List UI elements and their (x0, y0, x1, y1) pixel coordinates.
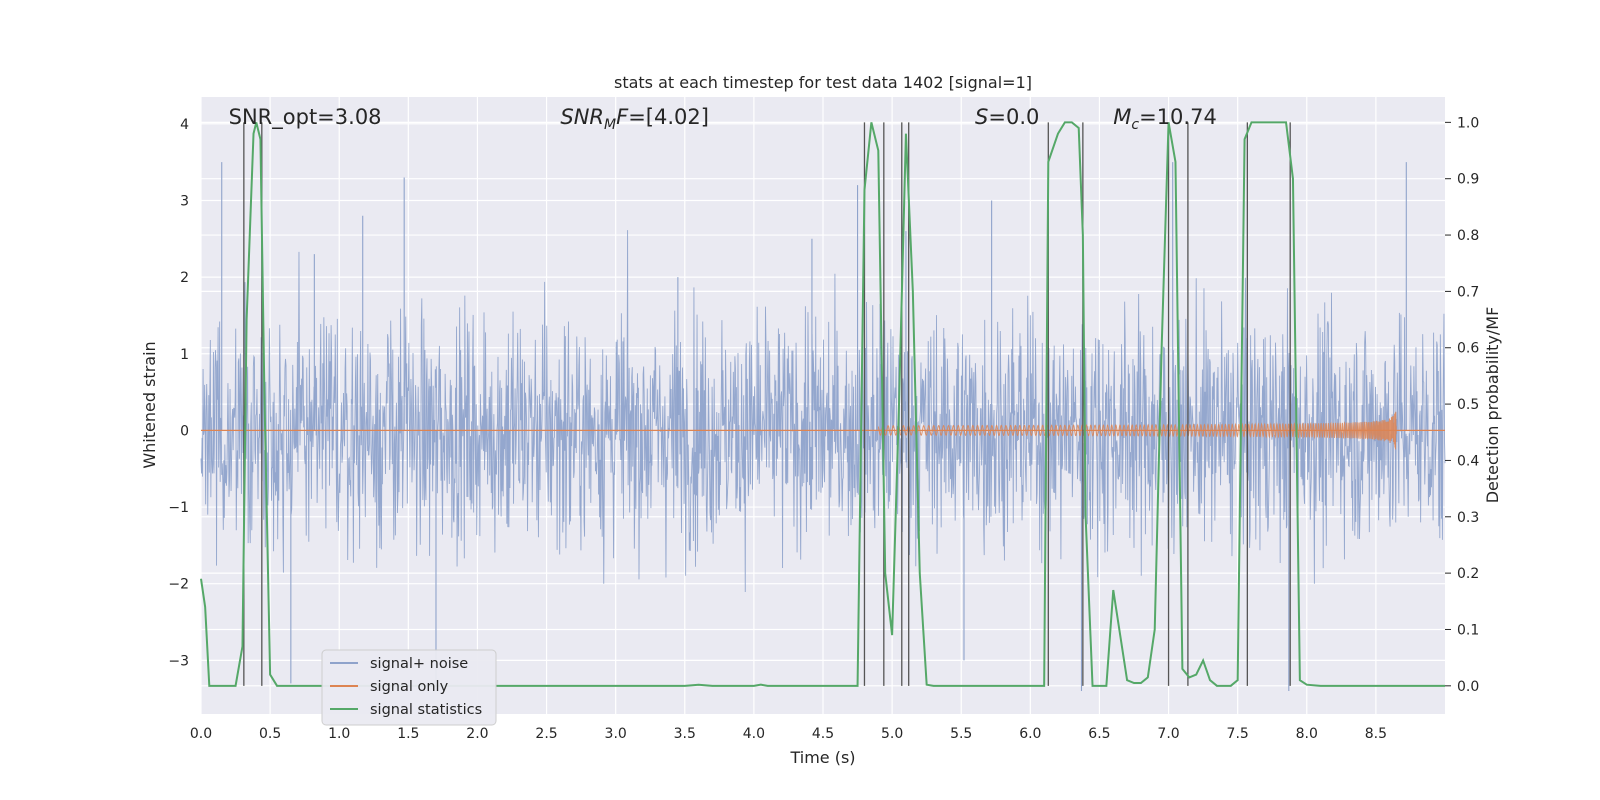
x-tick-label: 6.0 (1019, 726, 1041, 742)
x-axis-label: Time (s) (789, 748, 855, 767)
y2-tick-label: 0.4 (1457, 453, 1479, 469)
series-signal-noise (200, 162, 1446, 692)
y2-tick-label: 0.9 (1457, 172, 1479, 188)
y-tick-label: 2 (180, 270, 189, 286)
y-tick-label: 4 (180, 117, 189, 133)
statistics-line (200, 121, 1445, 687)
chart-title: stats at each timestep for test data 140… (614, 73, 1032, 92)
legend-box (321, 649, 497, 726)
legend: signal+ noise signal only signal statist… (321, 649, 497, 726)
y2-tick-label: 0.2 (1457, 566, 1479, 582)
series-signal-statistics (200, 121, 1445, 687)
y2-tick-label: 0.8 (1457, 228, 1479, 244)
y-tick-label: 1 (180, 347, 189, 363)
y2-axis-label: Detection probability/MF (1483, 307, 1502, 504)
annotations: SNR_opt=3.08 SNRMF=[4.02] S=0.0 Mc=10.74 (229, 105, 1217, 133)
y2-tick-label: 0.5 (1457, 397, 1479, 413)
annotation: SNRMF=[4.02] (560, 105, 709, 133)
x-tick-label: 2.5 (535, 726, 557, 742)
y-tick-label: −1 (168, 500, 189, 516)
x-tick-label: 4.5 (812, 726, 834, 742)
y-tick-label: −2 (168, 577, 189, 593)
y2-tick-label: 0.6 (1457, 341, 1479, 357)
x-tick-label: 8.0 (1296, 726, 1318, 742)
y2-tick-label: 0.3 (1457, 510, 1479, 526)
y-axis-label: Whitened strain (140, 341, 159, 468)
y-tick-label: −3 (168, 653, 189, 669)
x-tick-label: 3.5 (674, 726, 696, 742)
legend-label-signal-only: signal only (370, 679, 449, 695)
annotation: SNR_opt=3.08 (229, 105, 382, 130)
noise-trace (200, 230, 1446, 593)
y-tick-label: 0 (180, 423, 189, 439)
x-tick-label: 6.5 (1088, 726, 1110, 742)
y2-tick-label: 0.0 (1457, 679, 1479, 695)
annotation: S=0.0 (975, 105, 1039, 129)
ticks: 0.0 0.5 1.0 1.5 2.0 2.5 3.0 3.5 4.0 4.5 5.0 5.5 6.0 6… (168, 115, 1479, 742)
x-tick-label: 0.5 (259, 726, 281, 742)
x-tick-label: 7.5 (1227, 726, 1249, 742)
x-tick-label: 5.5 (950, 726, 972, 742)
y-tick-label: 3 (180, 193, 189, 209)
y2-tick-label: 1.0 (1457, 115, 1479, 131)
x-tick-label: 4.0 (743, 726, 765, 742)
x-tick-label: 5.0 (881, 726, 903, 742)
x-tick-label: 1.5 (397, 726, 419, 742)
legend-label-signal-noise: signal+ noise (370, 656, 468, 672)
signal-chirp (877, 411, 1397, 450)
x-tick-label: 8.5 (1365, 726, 1387, 742)
x-tick-label: 0.0 (190, 726, 212, 742)
x-tick-label: 1.0 (328, 726, 350, 742)
x-tick-label: 7.0 (1157, 726, 1179, 742)
x-tick-label: 2.0 (466, 726, 488, 742)
annotation: Mc=10.74 (1113, 105, 1217, 133)
y2-tick-label: 0.7 (1457, 284, 1479, 300)
legend-label-signal-statistics: signal statistics (370, 702, 482, 718)
series-signal-only (201, 411, 1445, 450)
x-tick-label: 3.0 (605, 726, 627, 742)
y2-tick-label: 0.1 (1457, 622, 1479, 638)
